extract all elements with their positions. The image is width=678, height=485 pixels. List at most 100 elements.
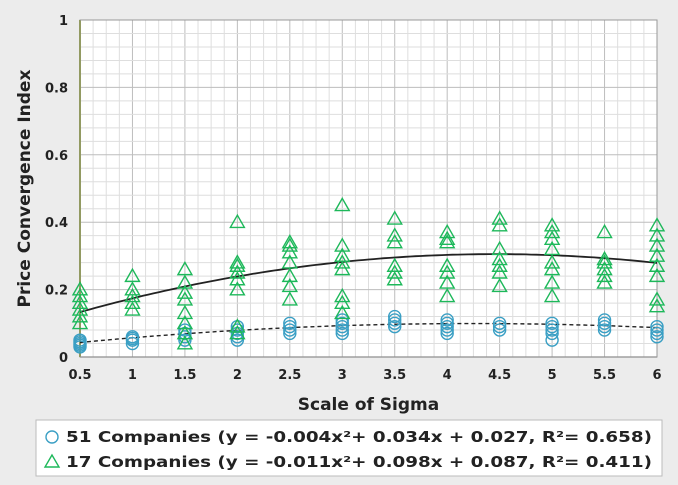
grid-lines — [79, 19, 658, 358]
data-point-circle — [440, 319, 454, 334]
data-point-circle — [335, 316, 349, 330]
legend-marker-triangle — [43, 453, 61, 468]
data-point-circle — [178, 333, 192, 347]
data-point-triangle — [648, 257, 666, 272]
data-point-circle — [492, 316, 507, 330]
legend-label: 17 Companies (y = -0.011x²+ 0.098x + 0.0… — [66, 453, 652, 471]
data-point-circle — [440, 323, 454, 337]
x-tick-label: 2.5 — [278, 368, 301, 383]
data-point-circle — [335, 319, 349, 334]
data-point-triangle — [176, 260, 194, 276]
x-tick-label: 4.5 — [488, 368, 511, 383]
legend-marker-circle — [45, 430, 59, 444]
trend-lines — [79, 253, 658, 344]
data-point-circle — [125, 336, 140, 351]
data-point-triangle — [648, 291, 666, 306]
x-tick-label: 0.5 — [68, 368, 91, 383]
data-point-triangle — [281, 267, 299, 283]
data-point-triangle — [543, 240, 561, 256]
data-point-triangle — [491, 250, 508, 266]
data-point-triangle — [386, 227, 403, 242]
data-point-circle — [545, 333, 559, 347]
data-point-triangle — [438, 257, 456, 272]
x-tick-label: 5.5 — [593, 368, 616, 383]
data-points — [71, 196, 666, 354]
data-point-triangle — [491, 240, 508, 256]
data-point-circle — [388, 313, 402, 327]
tick-labels: 0.5 1 1.5 2 2.5 3 3.5 4 4.5 5 5.5 6 0 0.2 0.4 0.6 0.8 1 — [45, 14, 662, 383]
data-point-triangle — [281, 237, 299, 252]
data-point-circle — [283, 323, 297, 337]
data-point-triangle — [281, 291, 299, 306]
data-point-triangle — [386, 257, 403, 272]
data-point-triangle — [229, 257, 246, 272]
data-point-circle — [283, 319, 297, 334]
data-point-triangle — [281, 254, 299, 269]
data-point-triangle — [648, 217, 666, 232]
data-point-triangle — [543, 217, 561, 232]
data-point-circle — [597, 319, 612, 334]
data-point-triangle — [543, 254, 561, 269]
data-point-circle — [335, 323, 349, 337]
data-point-circle — [388, 319, 402, 334]
y-tick-label: 1 — [59, 14, 68, 29]
data-point-circle — [650, 319, 664, 334]
data-point-triangle — [334, 237, 351, 252]
data-point-circle — [335, 313, 349, 327]
data-point-triangle — [648, 247, 666, 262]
data-point-triangle — [334, 287, 351, 303]
data-point-triangle — [386, 210, 403, 225]
legend-label: 51 Companies (y = -0.004x²+ 0.034x + 0.0… — [66, 428, 652, 446]
x-tick-label: 4 — [443, 368, 452, 383]
data-point-circle — [440, 316, 454, 330]
x-tick-label: 6 — [652, 368, 661, 383]
data-point-circle — [492, 319, 507, 334]
data-point-circle — [440, 313, 454, 327]
data-point-circle — [545, 326, 559, 341]
data-point-triangle — [648, 237, 666, 252]
data-point-triangle — [176, 335, 194, 350]
data-point-triangle — [438, 287, 456, 303]
data-point-triangle — [543, 287, 561, 303]
data-point-triangle — [176, 284, 194, 299]
data-point-triangle — [491, 210, 508, 225]
y-tick-label: 0.4 — [45, 216, 68, 231]
y-tick-label: 0.6 — [45, 149, 68, 164]
data-point-triangle — [176, 304, 194, 320]
legend-box — [35, 419, 663, 477]
data-point-circle — [283, 326, 297, 341]
data-point-triangle — [334, 196, 351, 212]
y-tick-label: 0 — [59, 351, 68, 366]
x-axis-label: Scale of Sigma — [298, 395, 440, 415]
plot-border — [79, 19, 658, 358]
data-point-triangle — [176, 314, 194, 330]
trend-line-circle — [79, 322, 658, 344]
data-point-triangle — [334, 247, 351, 262]
data-point-circle — [650, 323, 664, 337]
data-point-circle — [125, 331, 140, 346]
data-point-triangle — [229, 318, 246, 333]
data-point-circle — [73, 335, 87, 349]
data-point-triangle — [281, 234, 299, 249]
data-point-triangle — [176, 324, 194, 340]
data-point-triangle — [438, 234, 456, 249]
data-point-circle — [440, 326, 454, 341]
data-point-circle — [650, 326, 664, 341]
data-point-triangle — [543, 274, 561, 289]
axes — [79, 19, 658, 358]
data-point-triangle — [648, 227, 666, 242]
data-point-triangle — [229, 281, 246, 296]
x-tick-label: 3.5 — [383, 368, 406, 383]
data-point-circle — [283, 316, 297, 330]
x-tick-label: 5 — [548, 368, 557, 383]
data-point-circle — [597, 316, 612, 330]
data-point-circle — [597, 323, 612, 337]
data-point-triangle — [281, 277, 299, 293]
legend: 51 Companies (y = -0.004x²+ 0.034x + 0.0… — [35, 419, 663, 477]
x-tick-label: 3 — [338, 368, 347, 383]
data-point-circle — [388, 309, 402, 324]
y-tick-label: 0.2 — [45, 284, 68, 299]
data-point-triangle — [596, 254, 613, 269]
data-point-circle — [492, 323, 507, 337]
